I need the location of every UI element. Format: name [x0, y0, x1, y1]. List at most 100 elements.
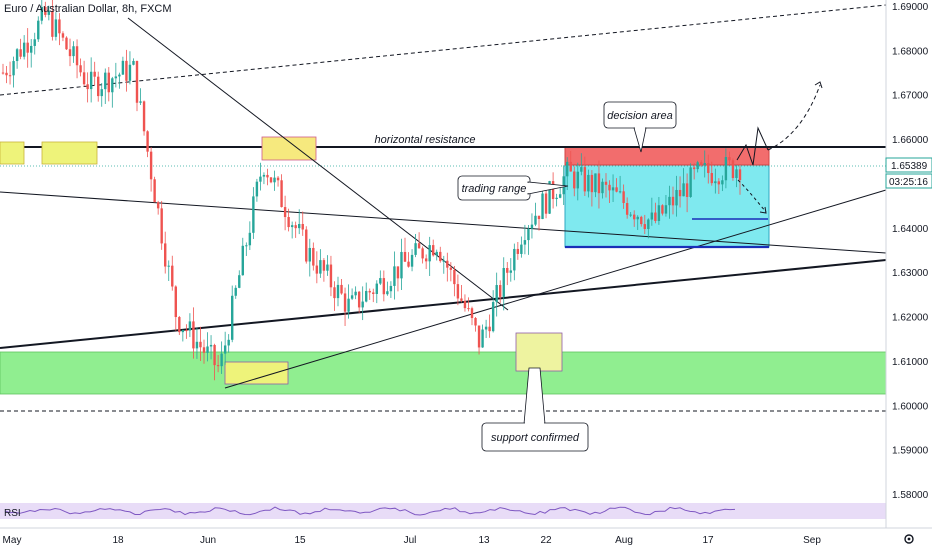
candle-body	[717, 181, 721, 185]
candle-body	[520, 244, 523, 254]
candle-body	[322, 260, 326, 271]
candle-body	[273, 177, 276, 183]
candle-body	[714, 181, 717, 184]
descending-trendline	[0, 191, 887, 254]
time-tick-label: 22	[540, 535, 552, 546]
candle-body	[146, 131, 149, 152]
candle-body	[357, 291, 361, 308]
candle-body	[326, 264, 329, 271]
candle-body	[234, 287, 237, 296]
candle-body	[654, 212, 657, 222]
price-axis[interactable]	[886, 0, 932, 550]
candle-body	[400, 251, 403, 279]
candle-body	[336, 284, 340, 299]
candle-body	[5, 72, 8, 76]
candle-body	[449, 267, 453, 270]
candle-body	[576, 171, 579, 189]
time-axis[interactable]: May 18 Jun 15 Jul 13 22 Aug 17 Sep	[3, 535, 822, 546]
candle-body	[558, 194, 562, 198]
candle-body	[107, 72, 110, 93]
candle-body	[104, 72, 107, 90]
candle-body	[506, 267, 509, 273]
candle-body	[350, 295, 354, 299]
candle-body	[290, 225, 294, 228]
candle-body	[640, 216, 643, 225]
candle-body	[37, 20, 40, 40]
decision-area-label: decision area	[607, 110, 672, 122]
candle-body	[227, 339, 230, 346]
candle-body	[30, 45, 33, 53]
candle-body	[8, 75, 12, 77]
candle-body	[484, 326, 488, 330]
candle-body	[33, 39, 36, 46]
price-pane[interactable]	[0, 0, 886, 498]
trading-range-label: trading range	[462, 183, 527, 195]
candle-body	[474, 318, 477, 326]
candle-body	[164, 243, 167, 267]
candle-body	[305, 229, 308, 262]
time-tick-label: 17	[702, 535, 714, 546]
candle-body	[171, 265, 174, 287]
candle-body	[26, 42, 29, 53]
candle-body	[477, 325, 481, 348]
candle-body	[315, 265, 319, 274]
price-tick-label: 1.62000	[892, 313, 929, 324]
candle-body	[167, 265, 170, 267]
price-tick-label: 1.67000	[892, 91, 929, 102]
time-tick-label: 15	[294, 535, 306, 546]
current-price-value: 1.65389	[891, 161, 928, 172]
candle-body	[142, 101, 146, 132]
candlestick-series[interactable]	[1, 0, 742, 381]
candle-body	[710, 173, 713, 184]
bar-countdown: 03:25:16	[889, 177, 928, 188]
candle-body	[566, 161, 569, 177]
candle-body	[220, 353, 223, 367]
candle-body	[255, 181, 259, 197]
candle-body	[12, 61, 15, 76]
candle-body	[516, 248, 520, 254]
candle-body	[488, 326, 491, 332]
candle-body	[199, 341, 202, 348]
candle-body	[365, 290, 368, 302]
candle-body	[424, 258, 428, 262]
candle-body	[597, 173, 601, 194]
gear-icon[interactable]	[904, 534, 914, 544]
candle-body	[728, 157, 731, 161]
candle-body	[661, 205, 664, 214]
time-tick-label: Jul	[404, 535, 417, 546]
candle-body	[707, 162, 710, 174]
highlight-box-2	[41, 141, 98, 165]
candle-body	[393, 266, 396, 286]
candle-body	[111, 78, 114, 93]
projection-up-arrow	[767, 84, 821, 151]
candle-body	[428, 245, 431, 262]
time-tick-label: 13	[478, 535, 490, 546]
time-tick-label: Sep	[803, 535, 821, 546]
candle-body	[375, 283, 378, 294]
candle-body	[601, 181, 604, 194]
candle-body	[555, 197, 558, 200]
candle-body	[68, 49, 72, 57]
time-tick-label: May	[3, 535, 22, 546]
candle-body	[583, 167, 587, 192]
candle-body	[22, 42, 26, 57]
candle-body	[453, 269, 456, 285]
candle-body	[724, 157, 728, 181]
candle-body	[463, 300, 467, 309]
candle-body	[551, 181, 555, 200]
price-tick-label: 1.60000	[892, 401, 929, 412]
candle-body	[499, 285, 502, 297]
candle-body	[675, 189, 678, 206]
candle-body	[149, 151, 153, 180]
candle-body	[495, 285, 498, 303]
candle-body	[269, 177, 273, 183]
candle-body	[340, 284, 343, 294]
dashed-upper-trendline	[0, 4, 887, 96]
highlight-box-july-low	[515, 332, 563, 372]
candle-body	[354, 291, 357, 296]
arrowhead-down-icon	[759, 206, 767, 214]
price-tick-label: 1.69000	[892, 2, 929, 13]
candle-body	[389, 285, 393, 292]
candle-body	[283, 207, 287, 218]
